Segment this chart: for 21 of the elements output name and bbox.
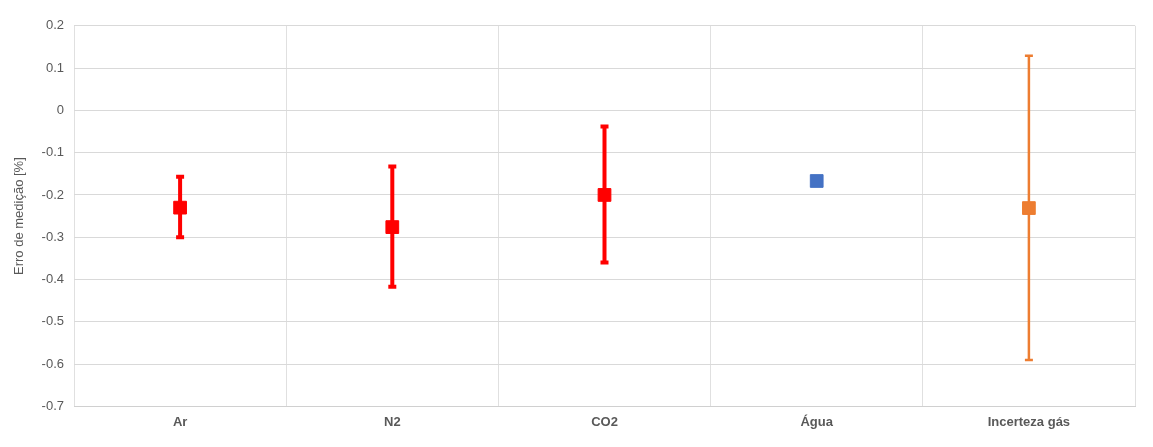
y-tick-label: -0.4 [41,271,64,287]
y-tick-label: -0.2 [41,186,64,202]
x-tick-label: N2 [383,413,401,429]
y-tick-label: 0 [56,101,64,117]
y-axis-title: Erro de medição [%] [11,157,27,275]
x-tick-label: CO2 [591,413,618,429]
x-tick-label: Água [800,413,834,429]
x-tick-label: Incerteza gás [987,413,1071,429]
point [1022,201,1036,215]
y-tick-label: -0.5 [41,313,64,329]
point [385,220,400,234]
y-tick-label: -0.1 [41,144,64,160]
y-tick-label: -0.7 [41,397,64,413]
y-tick-label: 0.1 [45,59,64,75]
y-tick-label: -0.3 [41,228,64,244]
point [809,174,824,188]
y-tick-label: 0.2 [45,17,64,33]
y-tick-label: -0.6 [41,355,64,371]
point [173,200,187,215]
x-tick-label: Ar [172,413,188,429]
point [597,188,612,202]
